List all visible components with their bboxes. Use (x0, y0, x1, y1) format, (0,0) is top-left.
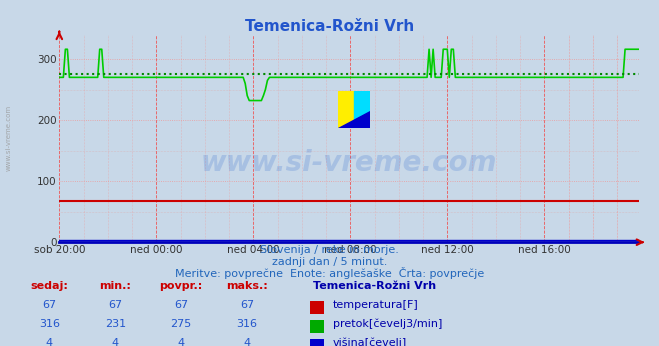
Text: www.si-vreme.com: www.si-vreme.com (201, 149, 498, 177)
Text: 67: 67 (240, 300, 254, 310)
Text: višina[čevelj]: višina[čevelj] (333, 337, 407, 346)
Text: 67: 67 (42, 300, 57, 310)
Bar (354, 91, 370, 128)
Text: 4: 4 (244, 338, 250, 346)
Text: Temenica-Rožni Vrh: Temenica-Rožni Vrh (313, 281, 436, 291)
Text: Temenica-Rožni Vrh: Temenica-Rožni Vrh (245, 19, 414, 34)
Text: www.si-vreme.com: www.si-vreme.com (5, 105, 12, 172)
Text: 67: 67 (108, 300, 123, 310)
Text: povpr.:: povpr.: (159, 281, 203, 291)
Text: 4: 4 (112, 338, 119, 346)
Text: 67: 67 (174, 300, 188, 310)
Text: pretok[čevelj3/min]: pretok[čevelj3/min] (333, 318, 442, 329)
Text: 4: 4 (178, 338, 185, 346)
Text: temperatura[F]: temperatura[F] (333, 300, 418, 310)
Text: sedaj:: sedaj: (30, 281, 69, 291)
Text: Meritve: povprečne  Enote: anglešaške  Črta: povprečje: Meritve: povprečne Enote: anglešaške Črt… (175, 267, 484, 279)
Bar (337, 91, 354, 128)
Text: 4: 4 (46, 338, 53, 346)
Polygon shape (337, 111, 370, 128)
Text: 316: 316 (39, 319, 60, 329)
Text: 316: 316 (237, 319, 258, 329)
Text: 231: 231 (105, 319, 126, 329)
Text: Slovenija / reke in morje.: Slovenija / reke in morje. (260, 245, 399, 255)
Text: zadnji dan / 5 minut.: zadnji dan / 5 minut. (272, 257, 387, 267)
Text: min.:: min.: (100, 281, 131, 291)
Text: 275: 275 (171, 319, 192, 329)
Text: maks.:: maks.: (226, 281, 268, 291)
